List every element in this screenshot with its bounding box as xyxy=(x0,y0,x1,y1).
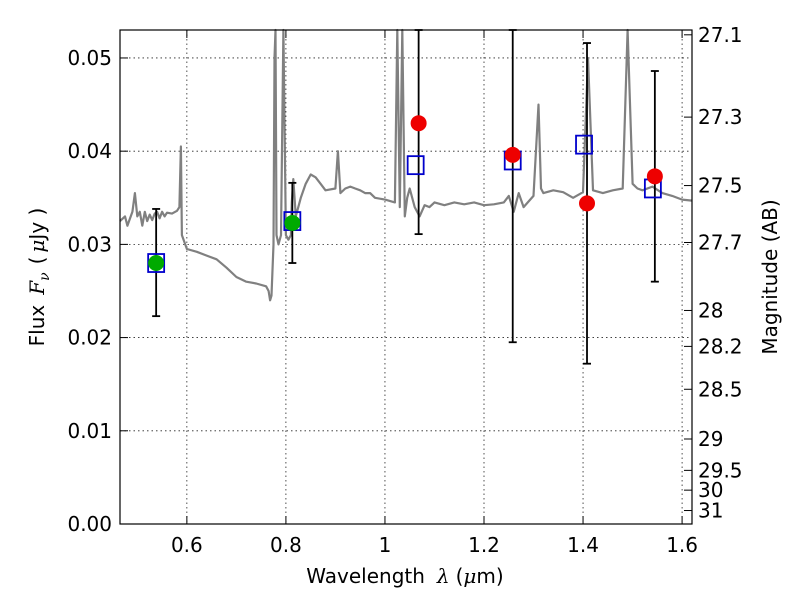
spectrum-line xyxy=(119,28,693,302)
y-tick-label: 0.01 xyxy=(67,419,112,443)
model-photometry-square xyxy=(406,155,425,176)
x-tick-label: 1 xyxy=(379,533,392,557)
y2-tick-label: 27.1 xyxy=(698,23,743,47)
observed-point xyxy=(284,214,301,231)
y2-tick-label: 27.3 xyxy=(698,105,743,129)
y2-tick-label: 31 xyxy=(698,499,723,523)
tick-labels: 0.6 0.8 1 1.2 1.4 1.6 0.00 0.01 0.02 0.03 0.04 0.05… xyxy=(67,23,742,557)
y2-tick-label: 28.5 xyxy=(698,377,743,401)
y2-tick-label: 27.5 xyxy=(698,174,743,198)
y2-tick-label: 28 xyxy=(698,298,723,322)
y-tick-label: 0.04 xyxy=(67,139,112,163)
x-tick-label: 1.6 xyxy=(666,533,698,557)
grid xyxy=(120,30,692,524)
y2-tick-label: 29.5 xyxy=(698,458,743,482)
observed-point xyxy=(410,115,427,132)
y2-tick-label: 30 xyxy=(698,478,723,502)
model-photometry-square xyxy=(575,134,593,155)
y-tick-label: 0.05 xyxy=(67,46,112,70)
x-tick-label: 0.8 xyxy=(270,533,302,557)
observed-point xyxy=(504,146,521,163)
y2-tick-label: 29 xyxy=(698,427,723,451)
observed-points xyxy=(148,115,663,272)
y-axis-label: FluxFν(μJy ) xyxy=(25,208,53,347)
x-axis-label: Wavelength λ (μm) xyxy=(306,564,503,588)
x-tick-label: 1.2 xyxy=(468,533,500,557)
plot-frame xyxy=(119,29,693,525)
spectrum xyxy=(119,28,693,302)
y2-tick-label: 27.7 xyxy=(698,231,743,255)
y2-axis-label: Magnitude (AB) xyxy=(758,199,782,354)
y-tick-label: 0.03 xyxy=(67,232,112,256)
observed-point xyxy=(579,195,596,212)
x-tick-label: 0.6 xyxy=(171,533,203,557)
observed-point xyxy=(148,255,165,272)
y-tick-label: 0.02 xyxy=(67,326,112,350)
y-tick-label: 0.00 xyxy=(67,512,112,536)
y2-tick-label: 28.2 xyxy=(698,334,743,358)
axis-ticks xyxy=(120,30,692,525)
observed-point xyxy=(646,168,663,185)
x-tick-label: 1.4 xyxy=(567,533,599,557)
